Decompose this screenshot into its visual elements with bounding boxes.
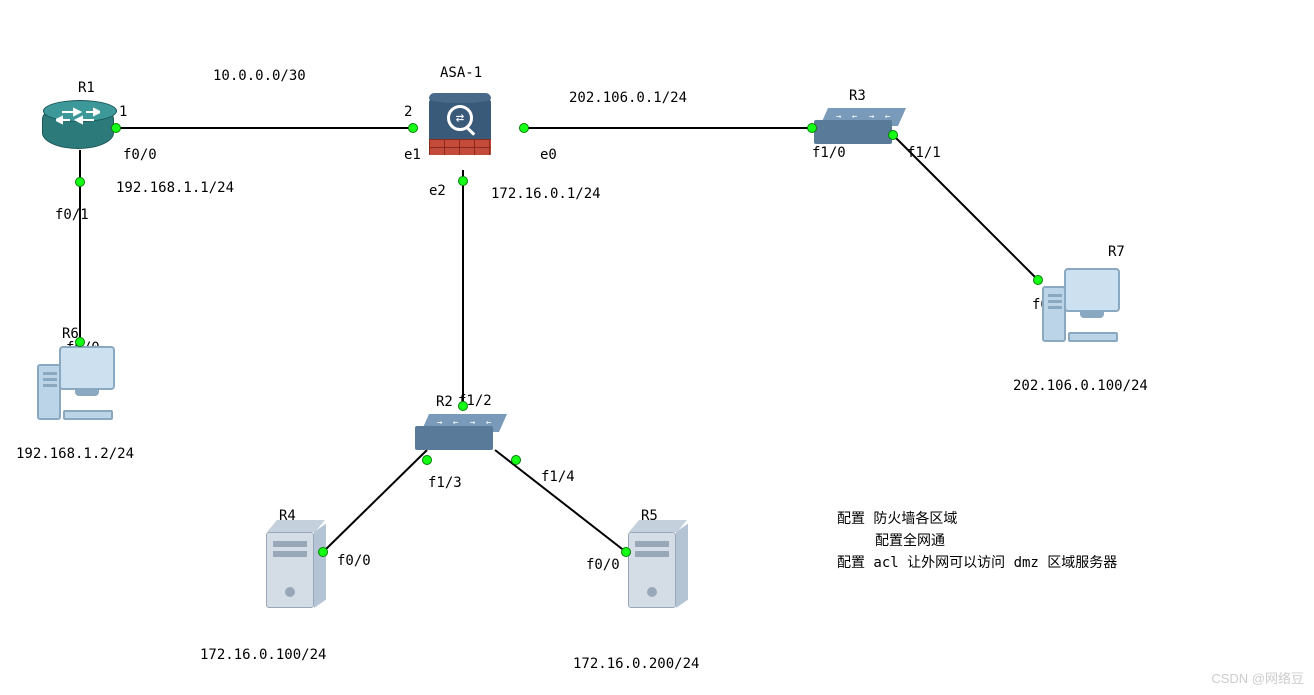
port-dot (519, 123, 529, 133)
pc-icon (37, 346, 115, 420)
device-r7[interactable] (1042, 268, 1120, 342)
port-dot (318, 547, 328, 557)
device-r6[interactable] (37, 346, 115, 420)
port-dot (511, 455, 521, 465)
server-icon (628, 524, 688, 608)
device-r5[interactable] (628, 524, 688, 608)
switch-icon: →←→← (415, 414, 493, 450)
port-dot (1033, 275, 1043, 285)
port-dot (111, 123, 121, 133)
firewall-icon: ⇄ (429, 97, 491, 155)
port-dot (458, 176, 468, 186)
port-dot (807, 123, 817, 133)
device-r4[interactable] (266, 524, 326, 608)
port-dot (888, 130, 898, 140)
router-icon (42, 103, 114, 149)
device-r1[interactable] (42, 103, 114, 149)
server-icon (266, 524, 326, 608)
router-arrows-icon (56, 106, 100, 126)
port-dot (458, 401, 468, 411)
device-r3[interactable]: →←→← (814, 108, 892, 144)
port-dot (408, 123, 418, 133)
port-dot (422, 455, 432, 465)
port-dot (75, 177, 85, 187)
pc-icon (1042, 268, 1120, 342)
switch-icon: →←→← (814, 108, 892, 144)
device-asa1[interactable]: ⇄ (429, 97, 491, 155)
port-dot (621, 547, 631, 557)
device-r2[interactable]: →←→← (415, 414, 493, 450)
port-dot (75, 337, 85, 347)
